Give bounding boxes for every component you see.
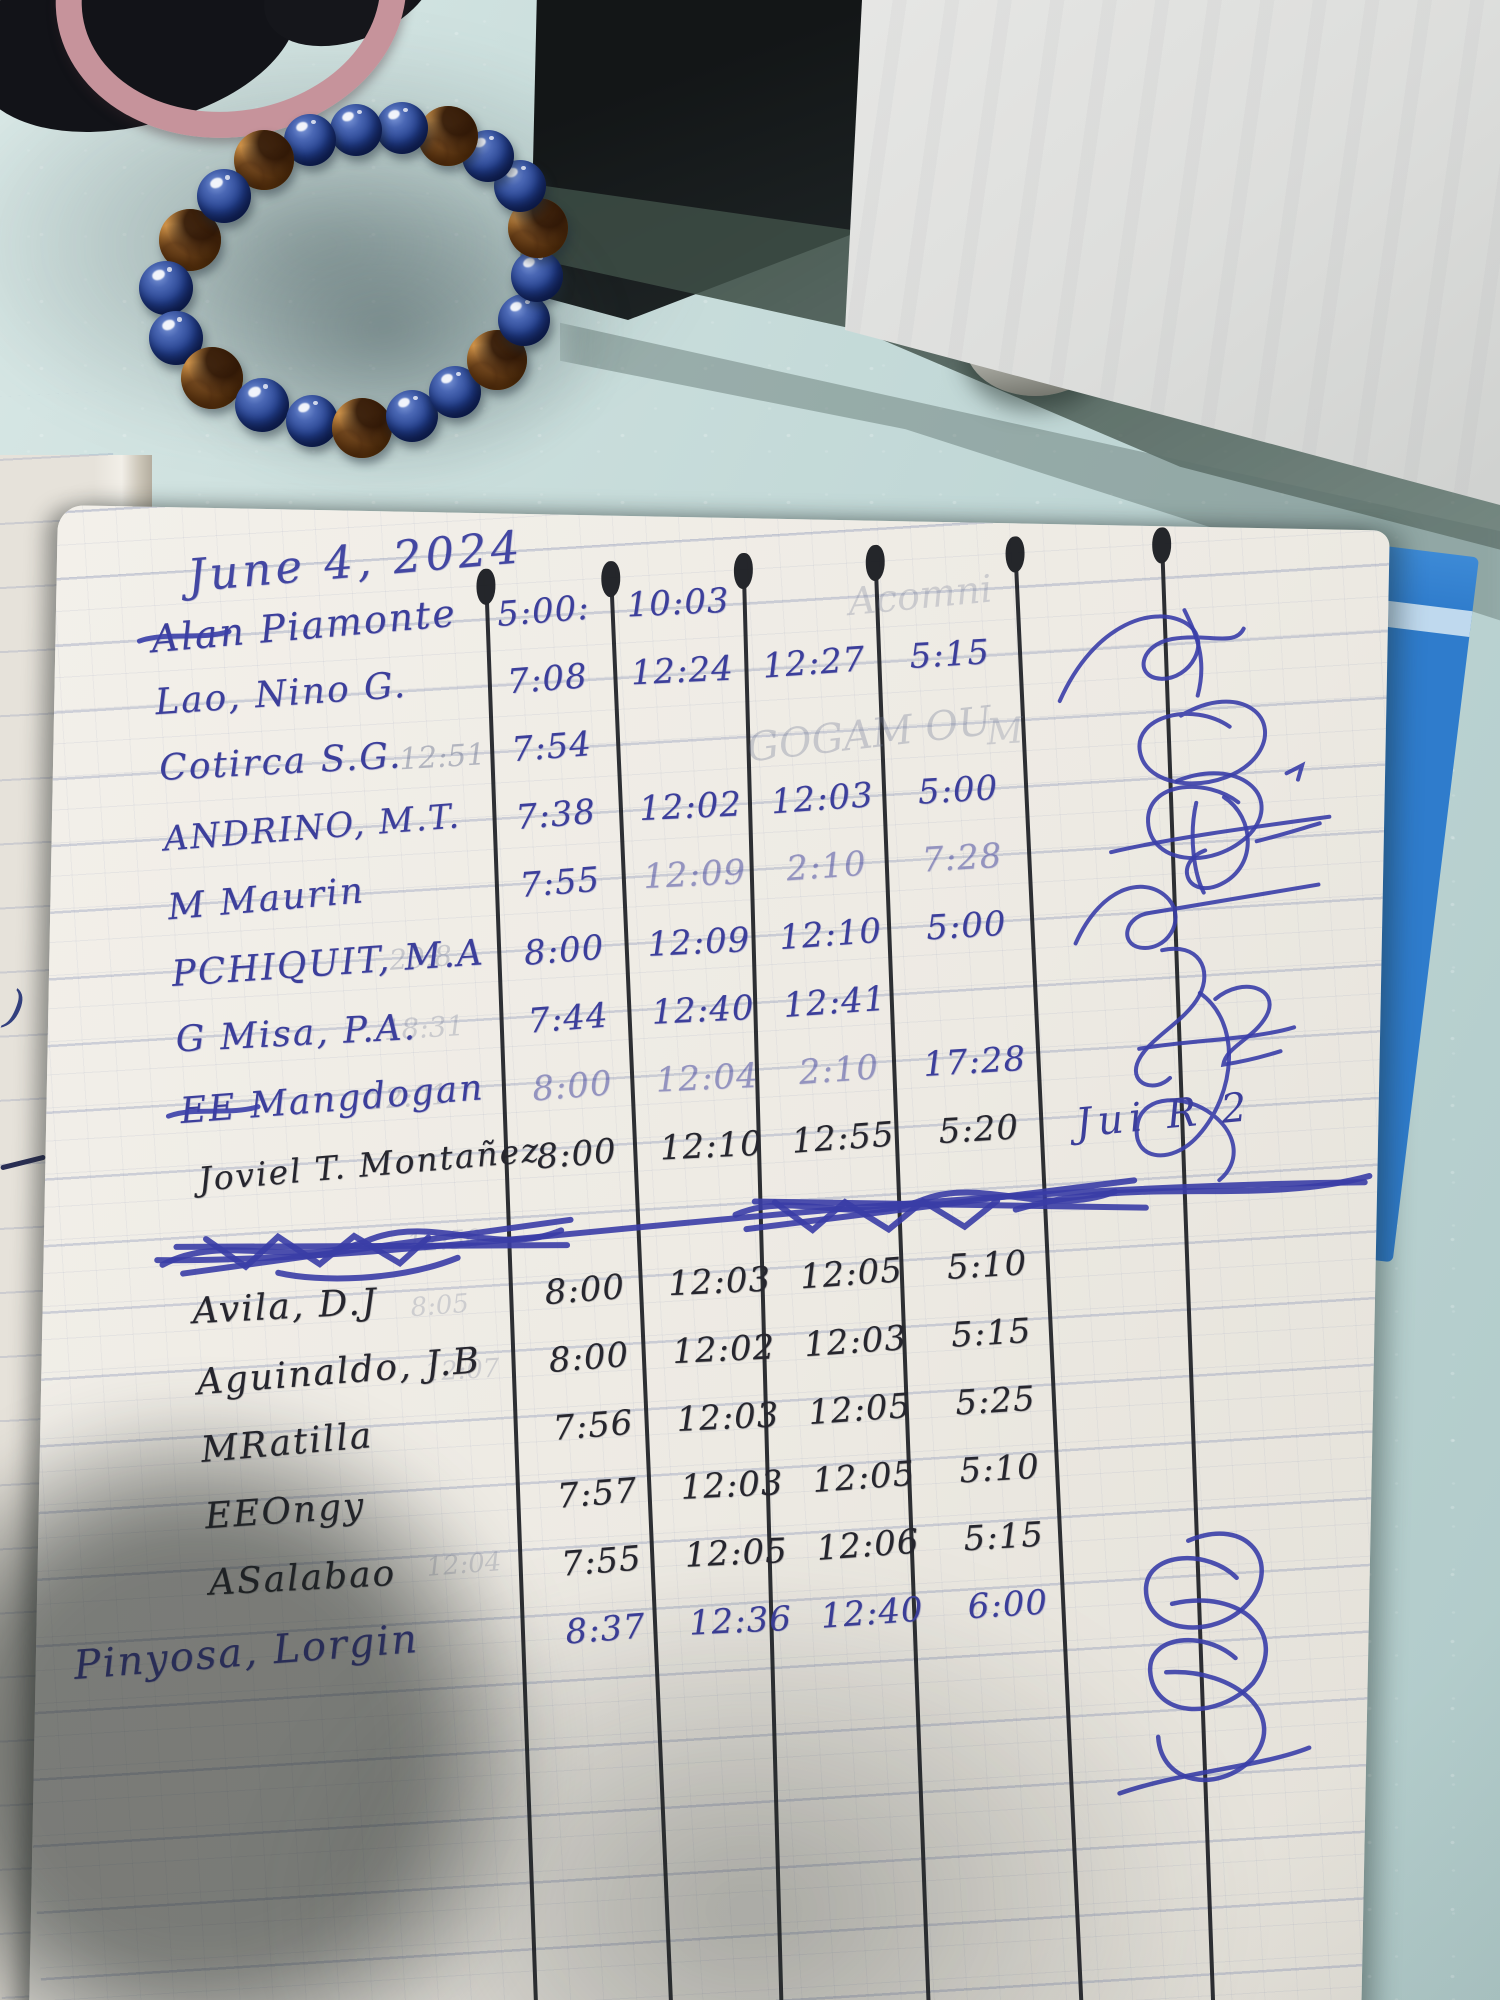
bead-highlight <box>456 372 461 377</box>
bead-highlight <box>525 300 530 305</box>
blue-bead <box>376 102 428 154</box>
log-row: PCHIQUIT, M.A8:0012:0912:105:00 <box>58 870 1390 1019</box>
bead-highlight <box>538 256 543 261</box>
bead-highlight <box>413 396 418 401</box>
bead-mottle <box>332 398 392 458</box>
blue-bead <box>330 104 382 156</box>
bead-highlight <box>489 136 494 141</box>
bead-highlight <box>167 267 172 272</box>
blue-bead <box>235 378 289 432</box>
bead-highlight <box>225 175 230 180</box>
bead-highlight <box>403 108 408 113</box>
wood-bead <box>418 106 478 166</box>
log-row: EE Mangdogan8:0012:042:1017:28 <box>67 990 1390 1183</box>
wood-bead <box>332 398 392 458</box>
blue-bead <box>286 395 338 447</box>
bead-highlight <box>521 166 526 171</box>
wood-bead <box>467 330 527 390</box>
bead-highlight <box>311 120 316 125</box>
blue-bead <box>197 169 251 223</box>
blue-bead <box>511 250 563 302</box>
log-row: M Maurin7:5512:092:107:28 <box>54 795 1386 952</box>
bead-highlight <box>313 401 318 406</box>
bead-mottle <box>418 106 478 166</box>
bead-highlight <box>177 317 182 322</box>
page-content: June 4, 2024 AcomniGOGAM OUM4 3am s20:81… <box>28 505 1390 2000</box>
log-row: Lao, Nino G.7:0812:2412:275:15 <box>42 599 1374 748</box>
bead-mottle <box>181 347 243 409</box>
bead-highlight <box>357 110 362 115</box>
blue-bead <box>498 294 550 346</box>
log-row: Alan Piamonte5:00:10:03 <box>37 531 1369 680</box>
log-row: Pinyosa, Lorgin8:3712:3612:406:00 <box>72 1531 1390 1796</box>
blue-bead <box>139 261 193 315</box>
wood-bead <box>181 347 243 409</box>
log-row <box>75 1142 1390 1291</box>
notebook-page: June 4, 2024 AcomniGOGAM OUM4 3am s20:81… <box>28 505 1390 2000</box>
bead-highlight <box>263 384 268 389</box>
